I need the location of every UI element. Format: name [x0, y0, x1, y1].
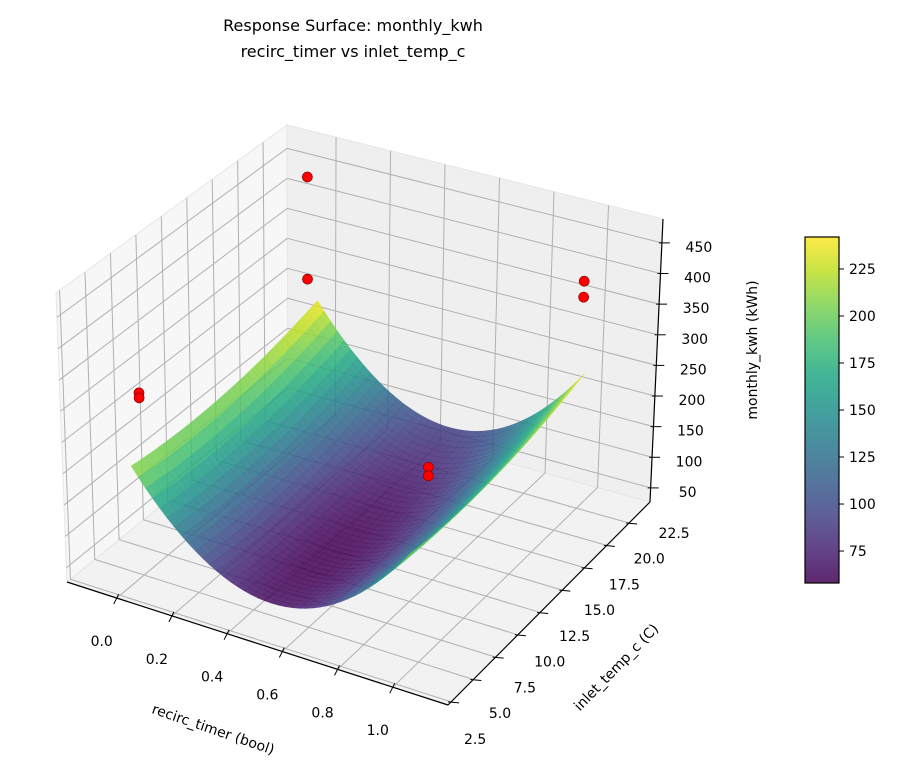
y-axis-line [447, 501, 651, 706]
left-gridline-z [56, 147, 288, 318]
floor-gridline-x [337, 472, 546, 670]
back-gridline-z [286, 147, 663, 244]
y-tick-label: 15.0 [584, 603, 615, 619]
x-tick-label: 0.0 [91, 634, 113, 650]
x-tick-label: 0.4 [201, 670, 223, 686]
y-tick-mark [448, 701, 460, 704]
colorbar-tick-label: 225 [849, 262, 876, 278]
floor-gridline-y [94, 558, 474, 680]
x-axis-line [66, 581, 449, 706]
z-tick-label: 350 [683, 301, 710, 317]
left-gridline-z [62, 297, 288, 475]
chart-title-line-2: recirc_timer vs inlet_temp_c [241, 42, 466, 62]
y-tick-mark [492, 656, 504, 659]
z-tick-label: 450 [686, 240, 713, 256]
colorbar-tick-label: 200 [849, 309, 876, 325]
floor-gridline-y [70, 578, 452, 703]
y-tick-label: 22.5 [659, 526, 690, 542]
response-surface [130, 300, 586, 609]
y-tick-mark [559, 589, 571, 592]
back-gridline-x [597, 205, 610, 488]
x-tick-mark [389, 682, 396, 694]
observation-point [133, 392, 145, 404]
back-gridline-z [287, 207, 660, 305]
observation-point [422, 470, 434, 482]
back-gridline-z [287, 297, 655, 397]
left-gridline-z [63, 327, 289, 506]
tick-labels: 0.0 0.2 0.4 0.6 0.8 1.0 2.55.07.5 10.0 12.5 15.0 1… [91, 240, 713, 748]
x-axis-label: recirc_timer (bool) [150, 702, 277, 759]
left-gridline-z [57, 177, 288, 350]
left-gridline-z [60, 237, 288, 412]
y-tick-label: 12.5 [559, 629, 590, 645]
colorbar-tick-label: 75 [849, 544, 867, 560]
axes-lines [66, 218, 670, 706]
x-tick-label: 0.8 [311, 705, 333, 721]
back-gridline-x [544, 191, 555, 474]
back-gridline-x [439, 164, 446, 445]
y-tick-mark [626, 522, 638, 525]
z-tick-label: 50 [679, 485, 697, 501]
colorbar-tick-label: 100 [849, 497, 876, 513]
left-gridline-y [109, 253, 120, 540]
y-tick-label: 20.0 [634, 552, 665, 568]
y-tick-mark [603, 544, 615, 547]
z-tick-label: 400 [684, 271, 711, 287]
y-tick-label: 2.5 [464, 732, 486, 748]
floor-gridline-x [392, 487, 598, 688]
x-tick-label: 0.6 [256, 688, 278, 704]
observation-point [301, 171, 313, 183]
left-gridline-z [61, 267, 288, 443]
x-tick-mark [168, 611, 175, 623]
z-tick-label: 300 [681, 332, 708, 348]
z-tick-label: 250 [680, 362, 707, 378]
z-axis-label: monthly_kwh (kWh) [745, 280, 761, 419]
observed-points [133, 171, 590, 482]
z-tick-label: 150 [677, 424, 704, 440]
x-tick-mark [113, 593, 120, 605]
x-tick-mark [278, 647, 285, 658]
x-tick-mark [334, 665, 341, 676]
y-tick-mark [514, 634, 526, 637]
y-tick-label: 5.0 [489, 706, 511, 722]
colorbar-tick-label: 150 [849, 403, 876, 419]
back-gridline-z [287, 327, 654, 428]
x-tick-label: 1.0 [367, 723, 389, 739]
y-tick-mark [537, 611, 549, 614]
back-gridline-x [492, 178, 501, 459]
z-tick-label: 200 [679, 393, 706, 409]
observation-point [302, 273, 313, 285]
observation-point [578, 275, 590, 287]
left-gridline-z [59, 207, 288, 381]
z-axis-line [649, 218, 664, 503]
colorbar-tick-label: 175 [849, 356, 876, 372]
z-tick-label: 100 [676, 454, 703, 470]
chart-title-line-1: Response Surface: monthly_kwh [223, 16, 483, 36]
colorbar-gradient [805, 237, 839, 583]
back-gridline-z [287, 237, 658, 336]
surface-patch [402, 550, 415, 562]
y-tick-label: 7.5 [514, 680, 536, 696]
left-gridline-y [59, 290, 71, 580]
x-tick-mark [223, 629, 230, 640]
observation-point [578, 291, 589, 303]
y-tick-mark [470, 679, 482, 682]
colorbar: 75 100 125 150 175 200 225 [804, 236, 876, 584]
left-gridline-y [84, 271, 96, 560]
back-gridline-z [287, 177, 661, 275]
colorbar-tick-label: 125 [849, 450, 876, 466]
back-gridline-x [387, 150, 392, 430]
back-gridline-z [287, 267, 657, 366]
y-tick-label: 17.5 [609, 577, 640, 593]
y-tick-mark [581, 567, 593, 570]
y-tick-label: 10.0 [534, 655, 565, 671]
x-tick-label: 0.2 [146, 652, 168, 668]
